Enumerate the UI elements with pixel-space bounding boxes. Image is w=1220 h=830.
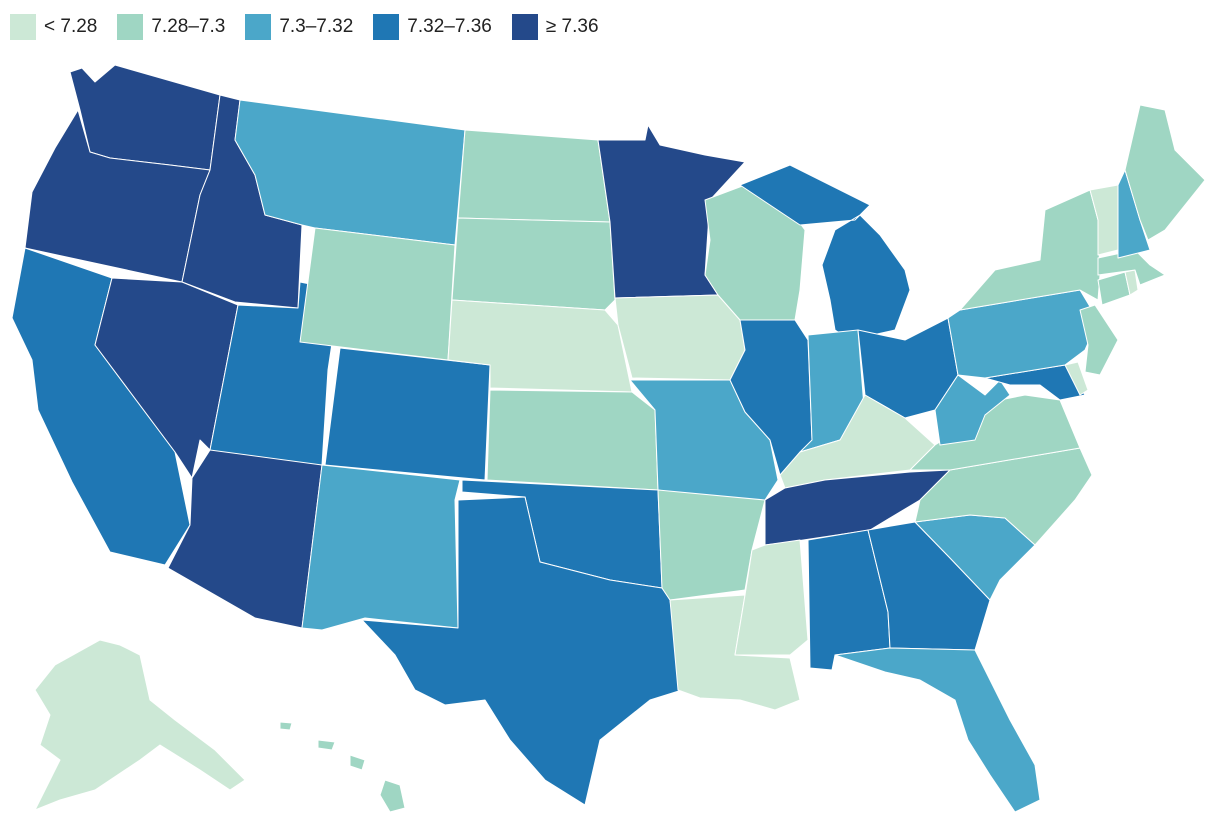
legend-label: 7.3–7.32 [279,16,354,37]
legend-item-bin-3: 7.32–7.36 [373,14,492,40]
state-north-dakota[interactable] [457,129,611,223]
legend-swatch [245,14,272,40]
legend-label: ≥ 7.36 [545,16,599,37]
legend-label: 7.32–7.36 [407,16,492,37]
state-west-virginia[interactable] [934,374,1011,446]
legend-swatch [511,14,538,40]
legend: < 7.28 7.28–7.3 7.3–7.32 7.32–7.36 ≥ 7.3… [10,14,599,40]
state-new-jersey[interactable] [1079,304,1119,376]
state-colorado[interactable] [324,347,491,481]
state-florida[interactable] [834,647,1041,813]
state-kansas[interactable] [486,389,659,491]
state-new-hampshire[interactable] [1117,169,1151,259]
legend-swatch [10,14,36,40]
legend-item-bin-4: ≥ 7.36 [511,14,599,40]
legend-label: 7.28–7.3 [151,16,226,37]
state-wyoming[interactable] [299,227,456,361]
legend-swatch [117,14,144,40]
state-mississippi[interactable] [734,539,809,656]
state-connecticut[interactable] [1097,271,1131,306]
state-nevada[interactable] [94,277,239,479]
legend-item-bin-2: 7.3–7.32 [245,14,353,40]
state-michigan[interactable] [739,164,911,341]
state-vermont[interactable] [1089,184,1119,256]
state-alaska[interactable] [34,639,246,811]
state-hawaii[interactable] [279,721,406,813]
state-delaware[interactable] [1064,361,1089,396]
state-texas[interactable] [361,496,683,806]
legend-swatch [373,14,400,40]
legend-item-bin-0: < 7.28 [10,14,97,40]
state-nebraska[interactable] [447,299,633,393]
legend-label: < 7.28 [44,16,98,37]
state-south-dakota[interactable] [451,217,616,311]
state-minnesota[interactable] [597,124,746,299]
state-new-mexico[interactable] [301,464,461,631]
legend-item-bin-1: 7.28–7.3 [117,14,225,40]
state-maine[interactable] [1124,104,1206,241]
state-iowa[interactable] [614,294,746,381]
